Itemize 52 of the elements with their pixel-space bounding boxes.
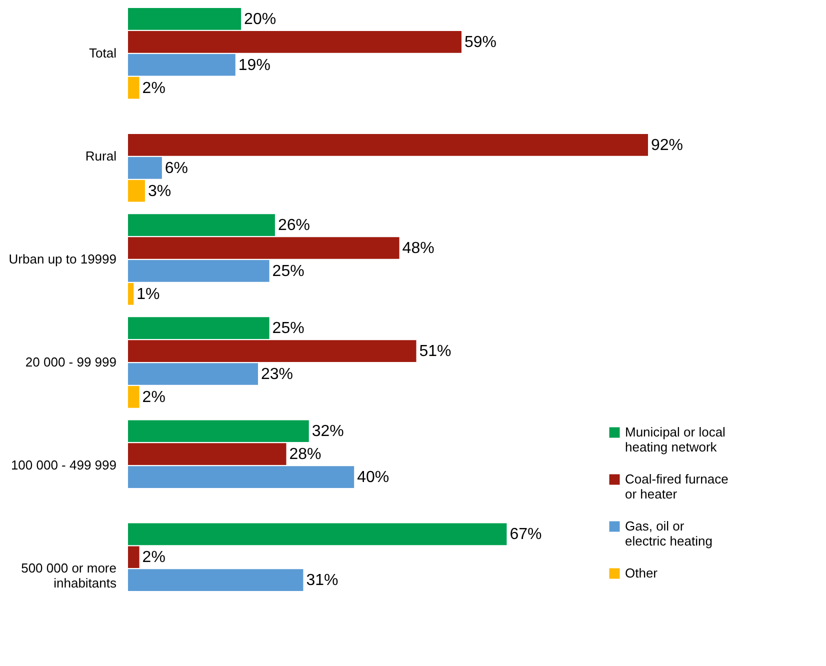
bar <box>128 283 134 305</box>
legend-label: Coal-fired furnace or heater <box>625 472 728 502</box>
bar <box>128 134 648 156</box>
data-label: 1% <box>136 286 160 303</box>
bar <box>128 260 270 282</box>
data-label: 23% <box>261 366 294 383</box>
bar <box>128 443 286 465</box>
data-label: 32% <box>312 423 344 440</box>
data-label: 92% <box>651 136 684 154</box>
data-label: 20% <box>244 10 276 28</box>
y-tick-label: 100 000 - 499 999 <box>10 458 116 473</box>
data-label: 3% <box>148 182 172 200</box>
y-tick-label: 500 000 or more inhabitants <box>21 560 117 591</box>
data-label: 25% <box>272 262 304 280</box>
bar <box>128 31 462 53</box>
data-label: 51% <box>419 343 452 360</box>
bar <box>128 363 258 385</box>
bar <box>128 180 145 202</box>
y-tick-label: Rural <box>85 148 117 164</box>
legend-label: Other <box>625 566 658 580</box>
bar <box>128 157 162 179</box>
data-label: 2% <box>142 80 166 97</box>
data-label: 25% <box>272 320 304 338</box>
bar <box>128 466 354 488</box>
y-tick-label: Total <box>89 45 117 60</box>
y-tick-label: Urban up to 19999 <box>8 251 116 266</box>
data-label: 26% <box>278 217 310 234</box>
data-label: 2% <box>142 388 166 406</box>
data-label: 59% <box>464 34 497 51</box>
bar <box>128 54 236 76</box>
data-label: 31% <box>306 572 338 590</box>
data-label: 6% <box>164 160 188 177</box>
y-tick-label: 20 000 - 99 999 <box>25 354 116 370</box>
bar <box>128 76 140 99</box>
data-label: 19% <box>238 56 270 74</box>
bar <box>128 237 400 259</box>
legend-label: Gas, oil or electric heating <box>625 518 712 548</box>
legend-label: Municipal or local heating network <box>625 424 726 454</box>
bar <box>128 523 507 546</box>
bar <box>128 214 275 236</box>
data-label: 67% <box>510 526 542 544</box>
data-label: 2% <box>142 549 166 566</box>
bar <box>128 386 140 408</box>
bar <box>128 8 242 30</box>
bar <box>128 546 140 568</box>
data-label: 40% <box>357 469 390 486</box>
bar <box>128 569 304 591</box>
data-label: 28% <box>289 446 322 464</box>
bar <box>128 340 416 362</box>
bar <box>128 317 270 339</box>
data-label: 48% <box>402 240 434 257</box>
bar <box>128 420 309 442</box>
